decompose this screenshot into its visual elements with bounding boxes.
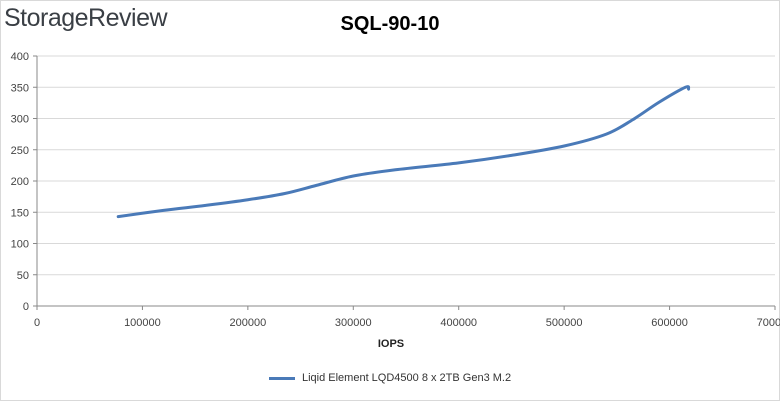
storagereview-logo: StorageReview — [4, 4, 168, 32]
x-tick-label: 0 — [34, 317, 40, 329]
series-lines — [116, 85, 691, 219]
x-axis-title: IOPS — [378, 338, 404, 350]
x-tick-labels: 0 100000 200000 300000 400000 500000 600000 700… — [34, 317, 780, 329]
y-tick-label: 200 — [11, 176, 29, 188]
x-tick-label: 500000 — [546, 317, 583, 329]
legend-label: Liqid Element LQD4500 8 x 2TB Gen3 M.2 — [301, 372, 512, 384]
y-tick-label: 350 — [11, 82, 29, 94]
y-tick-labels: 0 50 100 150 200 250 300 350 400 — [11, 51, 29, 313]
series-line-0 — [116, 85, 691, 219]
y-tick-label: 150 — [11, 207, 29, 219]
x-tick-label: 300000 — [335, 317, 372, 329]
y-tick-label: 400 — [11, 51, 29, 63]
y-tick-label: 50 — [17, 270, 29, 282]
gridlines — [37, 55, 775, 276]
legend: Liqid Element LQD4500 8 x 2TB Gen3 M.2 — [0, 372, 780, 384]
x-tick-label: 700000 — [757, 317, 780, 329]
axes — [33, 55, 776, 310]
legend-swatch — [268, 376, 295, 380]
x-tick-label: 400000 — [440, 317, 477, 329]
y-tick-label: 300 — [11, 114, 29, 126]
x-tick-label: 200000 — [229, 317, 266, 329]
y-tick-label: 0 — [23, 301, 29, 313]
y-tick-label: 250 — [11, 145, 29, 157]
y-tick-label: 100 — [11, 239, 29, 251]
chart-title: SQL-90-10 — [340, 13, 440, 35]
x-tick-label: 100000 — [124, 317, 161, 329]
x-tick-label: 600000 — [651, 317, 688, 329]
